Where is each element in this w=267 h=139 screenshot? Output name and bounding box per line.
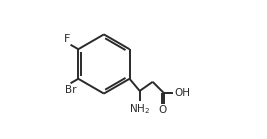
Text: Br: Br <box>65 85 76 95</box>
Text: NH$_2$: NH$_2$ <box>129 102 150 116</box>
Text: F: F <box>64 34 70 44</box>
Text: O: O <box>159 105 167 115</box>
Text: OH: OH <box>174 88 190 98</box>
